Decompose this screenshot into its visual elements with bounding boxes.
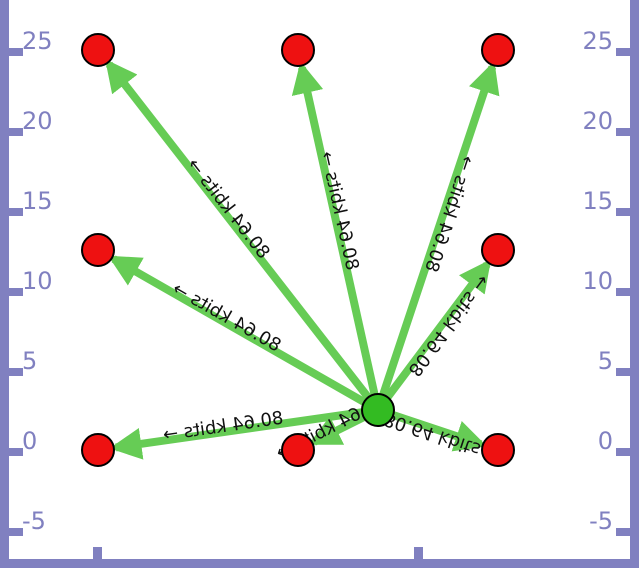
- edge-arrow-n2: [291, 61, 382, 411]
- left-axis-tick: [9, 448, 23, 456]
- bottom-tick: [93, 547, 102, 559]
- edge-label-n2: 80.64 kbits →: [316, 149, 363, 272]
- left-axis-tick: [9, 48, 23, 56]
- edge-arrow-n3: [374, 61, 500, 412]
- hub-node: [361, 393, 395, 427]
- nodes: [81, 33, 515, 467]
- leaf-node-n5: [481, 233, 515, 267]
- right-axis-tick-label: -5: [589, 507, 613, 535]
- leaf-node-n8: [481, 433, 515, 467]
- left-axis-tick-label: 15: [22, 187, 53, 215]
- left-axis-tick: [9, 288, 23, 296]
- right-axis-tick: [616, 48, 630, 56]
- edge-label-n4: 80.64 kbits →: [169, 278, 285, 356]
- right-axis-tick: [616, 128, 630, 136]
- right-axis-tick-label: 0: [598, 427, 613, 455]
- left-axis-tick-label: 20: [22, 107, 53, 135]
- edge-label-n6: 80.64 kbits →: [162, 408, 285, 446]
- left-axis-tick-label: -5: [22, 507, 46, 535]
- right-axis-tick-label: 15: [582, 187, 613, 215]
- bottom-axis: [0, 547, 639, 568]
- edge-arrow-n5: [374, 259, 492, 413]
- leaf-node-n1: [81, 33, 115, 67]
- right-axis-tick-label: 5: [598, 347, 613, 375]
- left-axis-tick-label: 10: [22, 267, 53, 295]
- right-axis-tick: [616, 448, 630, 456]
- leaf-node-n6: [81, 433, 115, 467]
- bottom-tick: [414, 547, 423, 559]
- edge-arrow-n8: [376, 406, 487, 452]
- edge-label-n3: 80.64 kbits →: [420, 153, 478, 275]
- right-axis: [630, 0, 639, 568]
- right-axis-tick-label: 10: [582, 267, 613, 295]
- right-axis-tick: [616, 288, 630, 296]
- edge-labels: 80.64 kbits → 80.64 kbits → 80.64 kbits → 8…: [162, 149, 503, 466]
- left-axis: [0, 0, 9, 568]
- bottom-axis-line: [0, 559, 639, 568]
- right-axis-tick-label: 20: [582, 107, 613, 135]
- left-axis-tick-label: 0: [22, 427, 37, 455]
- left-axis-tick-label: 5: [22, 347, 37, 375]
- right-axis-line: [630, 0, 639, 568]
- edges: [105, 59, 500, 460]
- left-axis-tick: [9, 128, 23, 136]
- leaf-node-n7: [281, 433, 315, 467]
- left-axis-tick: [9, 528, 23, 536]
- leaf-node-n2: [281, 33, 315, 67]
- right-axis-tick: [616, 528, 630, 536]
- edge-arrow-n1: [105, 59, 382, 413]
- edge-label-n1: 80.64 kbits →: [183, 154, 274, 263]
- left-axis-line: [0, 0, 9, 568]
- right-axis-tick-label: 25: [582, 27, 613, 55]
- leaf-node-n3: [481, 33, 515, 67]
- left-axis-tick: [9, 368, 23, 376]
- leaf-node-n4: [81, 233, 115, 267]
- right-axis-tick: [616, 368, 630, 376]
- left-axis-tick: [9, 208, 23, 216]
- edge-arrow-n4: [108, 255, 380, 414]
- right-axis-tick: [616, 208, 630, 216]
- left-axis-tick-label: 25: [22, 27, 53, 55]
